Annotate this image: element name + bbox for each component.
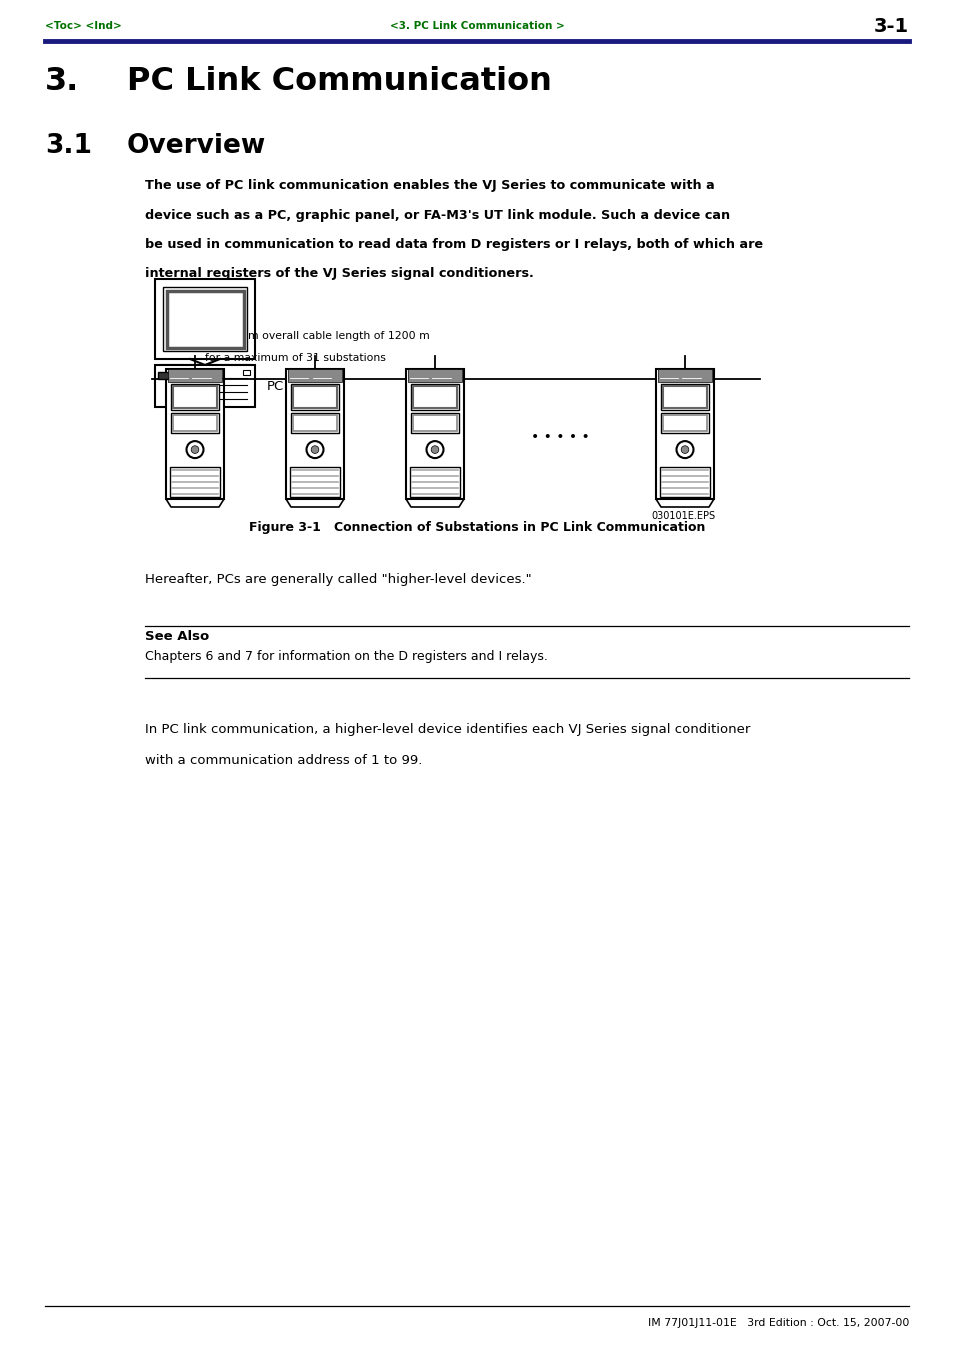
Bar [293,415,336,431]
Text: PC Link Communication: PC Link Communication [127,66,551,97]
Bar [172,415,216,431]
Bar [413,386,456,408]
Bar [660,384,708,409]
Text: • • • • •: • • • • • [530,430,589,443]
Text: In PC link communication, a higher-level device identifies each VJ Series signal: In PC link communication, a higher-level… [145,723,750,736]
Text: Hereafter, PCs are generally called "higher-level devices.": Hereafter, PCs are generally called "hig… [145,573,531,586]
Bar [291,413,338,434]
Text: Chapters 6 and 7 for information on the D registers and I relays.: Chapters 6 and 7 for information on the … [145,650,547,663]
Circle shape [426,440,443,458]
Bar [660,413,708,434]
Bar [166,369,224,499]
Text: for a maximum of 31 substations: for a maximum of 31 substations [205,353,385,363]
Text: 3.: 3. [45,66,79,97]
Bar [656,369,713,499]
Bar [158,372,170,380]
Circle shape [186,440,203,458]
Text: Figure 3-1   Connection of Substations in PC Link Communication: Figure 3-1 Connection of Substations in … [249,521,704,534]
Bar [291,384,338,409]
Text: with a communication address of 1 to 99.: with a communication address of 1 to 99. [145,754,422,767]
Bar [172,386,216,408]
Text: IM 77J01J11-01E   3rd Edition : Oct. 15, 2007-00: IM 77J01J11-01E 3rd Edition : Oct. 15, 2… [647,1319,908,1328]
Bar [290,466,339,497]
Bar [658,369,711,382]
Bar [411,384,458,409]
Bar [411,413,458,434]
Text: be used in communication to read data from D registers or I relays, both of whic: be used in communication to read data fr… [145,238,762,251]
Text: Overview: Overview [127,132,266,159]
Bar [171,413,219,434]
Text: PC: PC [267,380,284,393]
Bar [243,370,250,376]
Text: Maximum overall cable length of 1200 m: Maximum overall cable length of 1200 m [205,331,429,340]
Bar [662,386,706,408]
Circle shape [191,446,198,454]
Bar [167,290,243,347]
Bar [406,369,463,499]
Bar [659,466,709,497]
Bar [293,386,336,408]
Text: <Toc> <Ind>: <Toc> <Ind> [45,22,122,31]
Text: device such as a PC, graphic panel, or FA-M3's UT link module. Such a device can: device such as a PC, graphic panel, or F… [145,208,729,222]
Text: 3.1: 3.1 [45,132,91,159]
Bar [408,369,461,382]
Bar [170,466,220,497]
Circle shape [311,446,318,454]
Bar [163,286,247,351]
Circle shape [676,440,693,458]
Circle shape [680,446,688,454]
Text: 3-1: 3-1 [873,16,908,35]
Text: internal registers of the VJ Series signal conditioners.: internal registers of the VJ Series sign… [145,267,533,281]
Circle shape [306,440,323,458]
Text: The use of PC link communication enables the VJ Series to communicate with a: The use of PC link communication enables… [145,178,714,192]
Bar [154,280,254,359]
Bar [168,369,222,382]
Bar [662,415,706,431]
Bar [154,365,254,407]
Text: See Also: See Also [145,630,209,643]
Text: <3. PC Link Communication >: <3. PC Link Communication > [389,22,564,31]
Bar [288,369,341,382]
Circle shape [431,446,438,454]
Bar [286,369,344,499]
Text: 030101E.EPS: 030101E.EPS [650,511,714,521]
Bar [413,415,456,431]
Bar [410,466,459,497]
Bar [171,384,219,409]
